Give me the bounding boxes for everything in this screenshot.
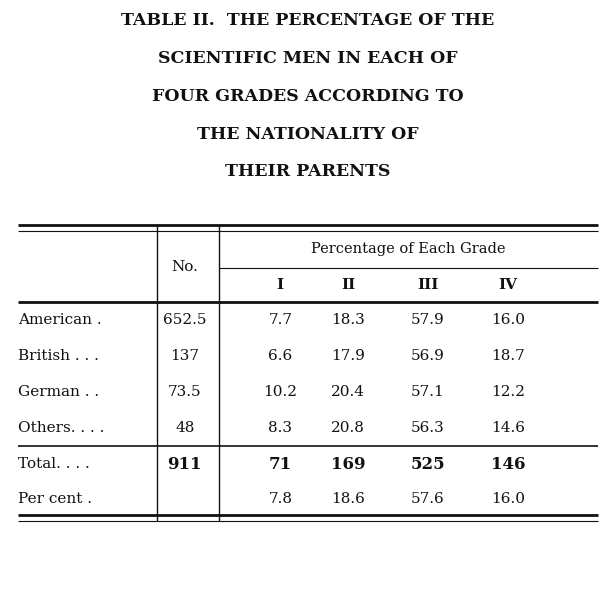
Text: 169: 169 [331,456,365,473]
Text: THEIR PARENTS: THEIR PARENTS [225,164,391,180]
Text: 20.8: 20.8 [331,421,365,435]
Text: 525: 525 [411,456,445,473]
Text: German . .: German . . [18,385,100,400]
Text: 73.5: 73.5 [168,385,201,400]
Text: 12.2: 12.2 [491,385,525,400]
Text: I: I [277,278,284,292]
Text: 146: 146 [491,456,525,473]
Text: Percentage of Each Grade: Percentage of Each Grade [311,242,505,256]
Text: No.: No. [171,259,198,274]
Text: 137: 137 [170,349,200,364]
Text: 911: 911 [168,456,202,473]
Text: 57.1: 57.1 [411,385,445,400]
Text: 18.3: 18.3 [331,313,365,328]
Text: American .: American . [18,313,102,328]
Text: Others. . . .: Others. . . . [18,421,105,435]
Text: 16.0: 16.0 [491,313,525,328]
Text: IV: IV [499,278,517,292]
Text: Total. . . .: Total. . . . [18,457,90,471]
Text: 7.8: 7.8 [269,492,292,506]
Text: THE NATIONALITY OF: THE NATIONALITY OF [197,126,419,143]
Text: 652.5: 652.5 [163,313,206,328]
Text: 18.6: 18.6 [331,492,365,506]
Text: 57.6: 57.6 [411,492,445,506]
Text: FOUR GRADES ACCORDING TO: FOUR GRADES ACCORDING TO [152,88,464,105]
Text: 48: 48 [175,421,195,435]
Text: TABLE II.  THE PERCENTAGE OF THE: TABLE II. THE PERCENTAGE OF THE [121,13,495,29]
Text: 71: 71 [269,456,292,473]
Text: 10.2: 10.2 [263,385,298,400]
Text: 18.7: 18.7 [492,349,525,364]
Text: 56.3: 56.3 [411,421,445,435]
Text: 56.9: 56.9 [411,349,445,364]
Text: 8.3: 8.3 [269,421,292,435]
Text: 14.6: 14.6 [491,421,525,435]
Text: III: III [418,278,439,292]
Text: SCIENTIFIC MEN IN EACH OF: SCIENTIFIC MEN IN EACH OF [158,50,458,67]
Text: II: II [341,278,355,292]
Text: 57.9: 57.9 [411,313,445,328]
Text: 6.6: 6.6 [268,349,293,364]
Text: 20.4: 20.4 [331,385,365,400]
Text: 7.7: 7.7 [269,313,292,328]
Text: Per cent .: Per cent . [18,492,92,506]
Text: 17.9: 17.9 [331,349,365,364]
Text: 16.0: 16.0 [491,492,525,506]
Text: British . . .: British . . . [18,349,99,364]
